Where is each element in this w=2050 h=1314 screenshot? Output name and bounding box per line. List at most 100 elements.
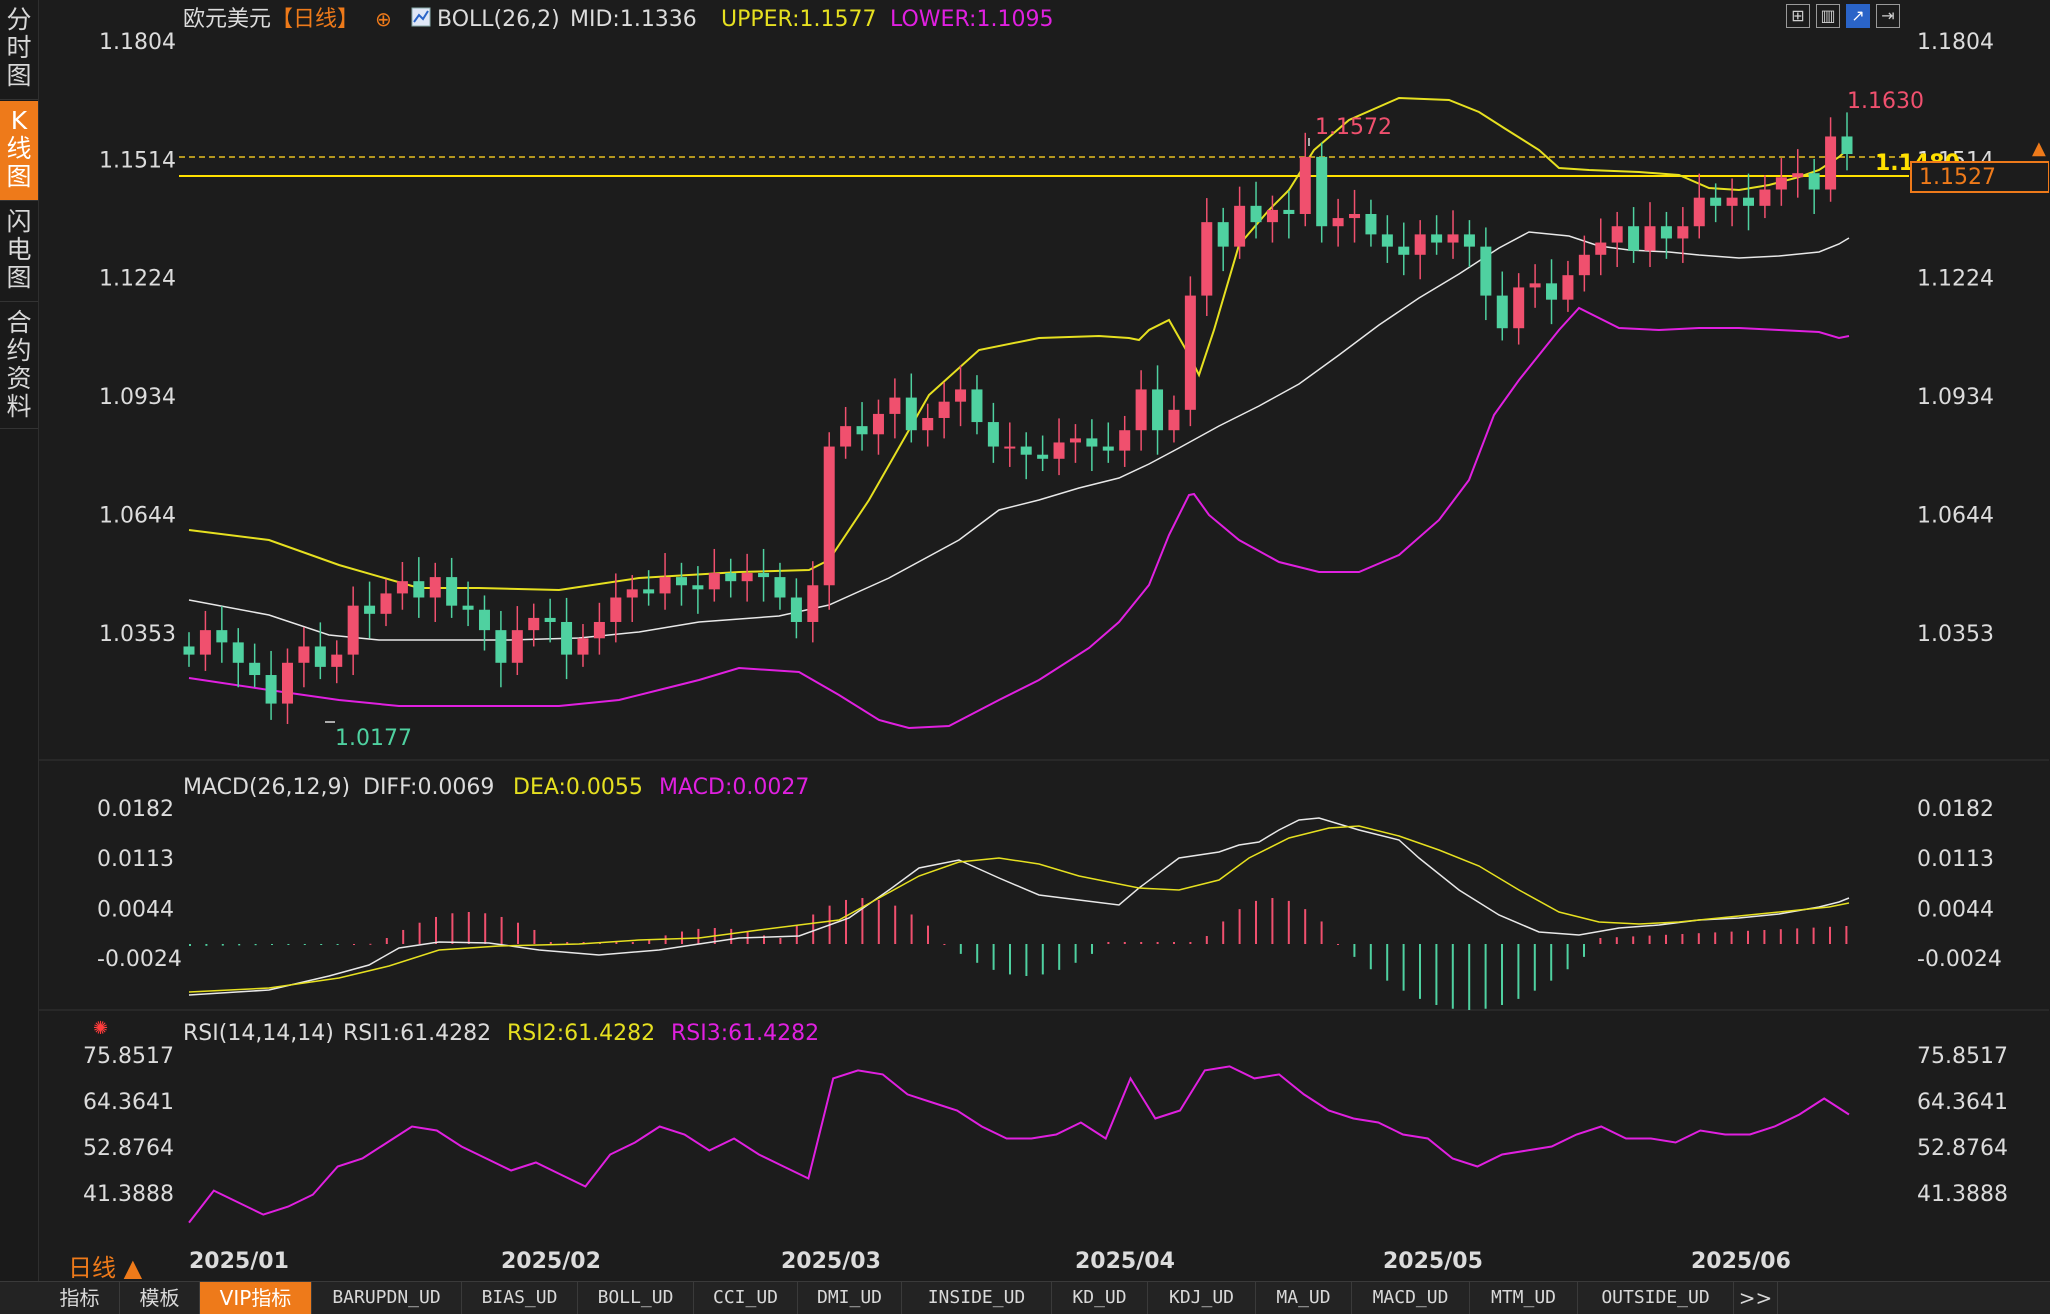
settings-icon[interactable]: ✺ <box>93 1018 108 1039</box>
macd-bar <box>353 944 355 945</box>
candle-body <box>659 577 671 594</box>
candle-body <box>725 573 737 582</box>
symbol-title: 欧元美元 <box>183 7 271 32</box>
tab-bias[interactable]: BIAS_UD <box>462 1282 578 1314</box>
tab-kd[interactable]: KD_UD <box>1052 1282 1148 1314</box>
candle-body <box>807 585 819 622</box>
macd-bar <box>1812 927 1815 944</box>
candle-body <box>1299 156 1311 214</box>
add-icon[interactable]: ⊕ <box>375 7 392 31</box>
tab-template[interactable]: 模板 <box>120 1282 200 1314</box>
macd-bar <box>254 944 257 946</box>
candle-body <box>446 577 458 606</box>
export-icon[interactable]: ⇥ <box>1876 4 1900 28</box>
tab-kdj[interactable]: KDJ_UD <box>1148 1282 1256 1314</box>
macd-bar <box>402 929 405 944</box>
macd-bar <box>1205 936 1208 944</box>
tab-dmi[interactable]: DMI_UD <box>798 1282 902 1314</box>
candle-body <box>396 581 408 594</box>
macd-bar <box>1468 944 1471 1010</box>
price-axis-label-right: 1.0644 <box>1917 503 1994 528</box>
macd-bar <box>861 898 864 944</box>
macd-bar <box>1222 921 1225 944</box>
tab-more[interactable]: >> <box>1734 1282 1778 1314</box>
macd-bar <box>1599 938 1602 944</box>
rsi-axis-label-left: 64.3641 <box>83 1090 174 1115</box>
candle-body <box>1381 234 1393 247</box>
price-axis-label-left: 1.0934 <box>99 385 176 410</box>
price-axis-label-left: 1.1224 <box>99 267 176 292</box>
candle-body <box>643 589 655 594</box>
macd-bar <box>812 914 815 944</box>
tab-barupdn[interactable]: BARUPDN_UD <box>312 1282 462 1314</box>
candle-body <box>1102 446 1114 451</box>
macd-bar <box>1451 944 1454 1009</box>
candle-body <box>1184 295 1196 410</box>
macd-bar <box>681 931 683 944</box>
time-axis-label: 2025/06 <box>1691 1249 1791 1274</box>
tab-indicator[interactable]: 指标 <box>40 1282 120 1314</box>
macd-axis-label-left: 0.0044 <box>97 897 174 922</box>
macd-bar <box>615 942 618 944</box>
tab-outside[interactable]: OUTSIDE_UD <box>1578 1282 1734 1314</box>
tab-flash[interactable]: 闪电图 <box>0 202 38 302</box>
current-price-label: 1.1527 <box>1919 165 1996 190</box>
kline-chart[interactable]: 欧元美元 【日线】 ⊕ BOLL(26,2) MID:1.1336 UPPER:… <box>39 0 2049 1282</box>
price-axis-label-right: 1.1804 <box>1917 30 1994 55</box>
tab-kline[interactable]: K线图 <box>0 101 38 201</box>
scroll-up-icon[interactable]: ▲ <box>2032 138 2046 159</box>
candle-body <box>741 573 753 582</box>
tab-inside[interactable]: INSIDE_UD <box>902 1282 1052 1314</box>
candle-body <box>675 577 687 586</box>
macd-bar <box>1255 900 1257 944</box>
candle-body <box>823 446 835 586</box>
macd-axis-label-right: -0.0024 <box>1917 947 2002 972</box>
period-selector[interactable]: 日线 ▲ <box>68 1254 143 1282</box>
macd-diff-line <box>188 817 1850 996</box>
macd-bar <box>697 928 700 944</box>
candle-body <box>872 413 884 435</box>
macd-axis-label-left: 0.0113 <box>97 847 174 872</box>
candle-body <box>1710 197 1722 206</box>
macd-diff-value: DIFF:0.0069 <box>363 775 494 800</box>
macd-bar <box>500 916 503 944</box>
price-axis-label-right: 1.0353 <box>1917 622 1994 647</box>
tab-timeshare[interactable]: 分时图 <box>0 0 38 100</box>
candle-body <box>790 597 802 622</box>
macd-bar <box>221 944 224 946</box>
candle-body <box>889 397 901 414</box>
macd-bar <box>1402 944 1405 991</box>
candle-body <box>347 605 359 655</box>
tab-macd[interactable]: MACD_UD <box>1352 1282 1470 1314</box>
boll-label: BOLL(26,2) <box>437 7 560 32</box>
candle-body <box>1365 213 1377 235</box>
tab-vip-indicator[interactable]: VIP指标 <box>200 1282 312 1314</box>
tab-mtm[interactable]: MTM_UD <box>1470 1282 1578 1314</box>
macd-bar <box>845 899 847 944</box>
macd-bar <box>1140 942 1143 944</box>
tab-contract-info[interactable]: 合约资料 <box>0 303 38 429</box>
indicator-icon[interactable]: ↗ <box>1846 4 1870 28</box>
grid-icon[interactable]: ⊞ <box>1786 4 1810 28</box>
candle-body <box>955 389 967 402</box>
macd-bar <box>648 940 651 944</box>
tab-cci[interactable]: CCI_UD <box>694 1282 798 1314</box>
boll-upper-value: UPPER:1.1577 <box>721 7 877 32</box>
candle-body <box>1349 213 1361 219</box>
macd-dea-line <box>188 825 1850 993</box>
candle-chart-icon[interactable]: ▥ <box>1816 4 1840 28</box>
macd-bar <box>1533 944 1536 991</box>
macd-bar <box>631 942 634 944</box>
tab-boll[interactable]: BOLL_UD <box>578 1282 694 1314</box>
macd-bar <box>1238 909 1241 944</box>
tab-ma[interactable]: MA_UD <box>1256 1282 1352 1314</box>
macd-bar <box>336 944 339 945</box>
time-axis-label: 2025/02 <box>501 1249 601 1274</box>
macd-bar <box>1714 932 1717 944</box>
macd-bar <box>369 943 372 945</box>
price-axis-label-right: 1.1224 <box>1917 267 1994 292</box>
macd-bar <box>1484 944 1487 1009</box>
macd-bar <box>566 942 569 944</box>
macd-bar <box>1697 933 1700 944</box>
candle-body <box>216 630 228 643</box>
